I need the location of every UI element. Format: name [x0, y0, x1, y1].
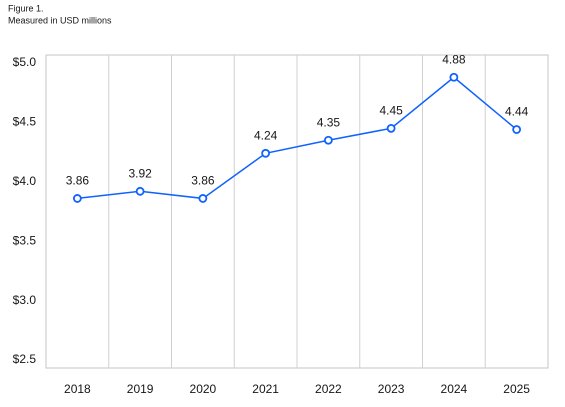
y-tick-label: $4.5 [13, 115, 37, 129]
value-label: 4.88 [442, 52, 466, 66]
point [72, 194, 82, 203]
value-label: 3.86 [191, 174, 215, 188]
point [386, 123, 396, 133]
x-tick-label: 2019 [127, 382, 154, 396]
x-tick-label: 2018 [64, 382, 91, 396]
point [135, 186, 145, 196]
x-tick-label: 2021 [252, 382, 279, 396]
point [512, 125, 522, 134]
x-tick-label: 2025 [503, 382, 530, 396]
x-tick-label: 2024 [441, 382, 468, 396]
x-tick-label: 2020 [190, 382, 217, 396]
value-label: 4.44 [505, 105, 529, 119]
point [261, 148, 271, 158]
value-label: 3.92 [128, 166, 152, 180]
y-tick-label: $2.5 [13, 352, 37, 366]
y-tick-label: $4.0 [13, 174, 37, 188]
chart-subtitle: Measured in USD millions [8, 15, 112, 25]
y-tick-label: $3.0 [13, 293, 37, 307]
line [77, 76, 518, 200]
y-tick-label: $3.5 [13, 233, 37, 247]
y-tick-label: $5.0 [13, 55, 37, 69]
value-label: 4.24 [254, 128, 278, 142]
value-label: 4.45 [379, 104, 403, 118]
point [449, 72, 459, 82]
chart-title: Figure 1. [8, 3, 44, 13]
x-tick-label: 2023 [378, 382, 405, 396]
value-label: 3.86 [66, 174, 90, 188]
point [198, 194, 208, 203]
value-label: 4.35 [317, 115, 341, 129]
x-tick-label: 2022 [315, 382, 342, 396]
point [323, 135, 333, 145]
